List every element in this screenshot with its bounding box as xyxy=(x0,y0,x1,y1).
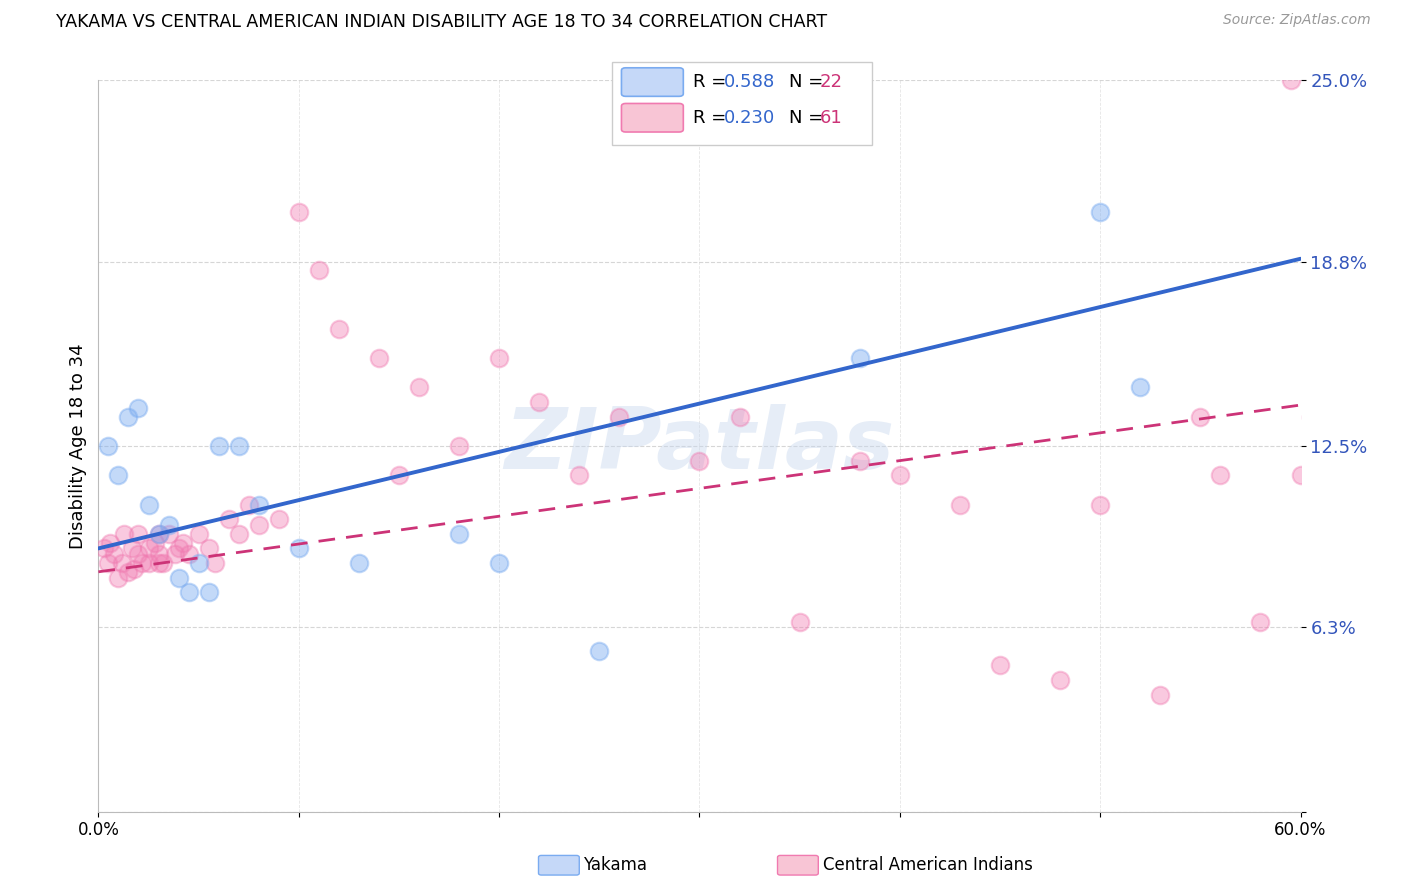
Point xyxy=(238,498,260,512)
Point xyxy=(128,401,150,415)
Point xyxy=(949,498,972,512)
Text: ZIPatlas: ZIPatlas xyxy=(505,404,894,488)
Point xyxy=(138,498,160,512)
Point xyxy=(287,541,309,556)
Point xyxy=(849,351,872,366)
Text: 61: 61 xyxy=(820,109,842,127)
Point xyxy=(1149,688,1171,702)
Point xyxy=(529,395,551,409)
Point xyxy=(988,658,1011,673)
Point xyxy=(1289,468,1312,483)
Text: Source: ZipAtlas.com: Source: ZipAtlas.com xyxy=(1223,13,1371,28)
Text: YAKAMA VS CENTRAL AMERICAN INDIAN DISABILITY AGE 18 TO 34 CORRELATION CHART: YAKAMA VS CENTRAL AMERICAN INDIAN DISABI… xyxy=(56,13,827,31)
Point xyxy=(97,556,120,570)
Point xyxy=(267,512,290,526)
Point xyxy=(107,468,129,483)
Point xyxy=(117,409,139,424)
Text: N =: N = xyxy=(789,73,828,91)
Point xyxy=(107,571,129,585)
Point xyxy=(148,547,170,561)
Point xyxy=(148,526,170,541)
Point xyxy=(103,547,125,561)
Point xyxy=(128,526,150,541)
Point xyxy=(228,439,250,453)
Text: Yakama: Yakama xyxy=(583,856,648,874)
Point xyxy=(100,535,122,549)
Point xyxy=(187,556,209,570)
Point xyxy=(124,562,146,576)
Point xyxy=(197,541,219,556)
Point xyxy=(1299,409,1322,424)
Y-axis label: Disability Age 18 to 34: Disability Age 18 to 34 xyxy=(69,343,87,549)
Point xyxy=(488,556,510,570)
Point xyxy=(849,453,872,467)
Point xyxy=(117,565,139,579)
Point xyxy=(114,526,136,541)
Point xyxy=(163,547,186,561)
Point xyxy=(157,526,180,541)
Point xyxy=(1279,73,1302,87)
Point xyxy=(204,556,226,570)
Point xyxy=(93,541,115,556)
Point xyxy=(1209,468,1232,483)
Point xyxy=(247,518,270,533)
Text: 22: 22 xyxy=(820,73,842,91)
Point xyxy=(568,468,591,483)
Text: Central American Indians: Central American Indians xyxy=(823,856,1032,874)
Point xyxy=(138,556,160,570)
Point xyxy=(447,526,470,541)
Point xyxy=(187,526,209,541)
Text: 0.230: 0.230 xyxy=(724,109,775,127)
Point xyxy=(488,351,510,366)
Point xyxy=(1088,498,1111,512)
Point xyxy=(228,526,250,541)
Point xyxy=(789,615,811,629)
Point xyxy=(143,535,166,549)
Point xyxy=(388,468,411,483)
Point xyxy=(177,547,200,561)
Point xyxy=(447,439,470,453)
Text: 0.588: 0.588 xyxy=(724,73,775,91)
Point xyxy=(167,571,190,585)
Point xyxy=(408,380,430,394)
Point xyxy=(128,547,150,561)
Point xyxy=(148,526,170,541)
Point xyxy=(308,263,330,277)
Point xyxy=(368,351,391,366)
Point xyxy=(328,322,350,336)
Point xyxy=(588,644,610,658)
Point xyxy=(287,205,309,219)
Point xyxy=(1049,673,1071,687)
Point xyxy=(197,585,219,599)
Point xyxy=(152,556,174,570)
Point xyxy=(138,541,160,556)
Point xyxy=(111,556,134,570)
Point xyxy=(157,518,180,533)
Point xyxy=(131,556,153,570)
Text: N =: N = xyxy=(789,109,828,127)
Point xyxy=(148,556,170,570)
Point xyxy=(1330,644,1353,658)
Point xyxy=(167,541,190,556)
Point xyxy=(247,498,270,512)
Point xyxy=(688,453,710,467)
Point xyxy=(889,468,911,483)
Point xyxy=(609,409,631,424)
Point xyxy=(97,439,120,453)
Point xyxy=(728,409,751,424)
Point xyxy=(177,585,200,599)
Point xyxy=(218,512,240,526)
Text: R =: R = xyxy=(693,73,733,91)
Text: R =: R = xyxy=(693,109,733,127)
Point xyxy=(121,541,143,556)
Point xyxy=(347,556,370,570)
Point xyxy=(208,439,231,453)
Point xyxy=(1088,205,1111,219)
Point xyxy=(172,535,194,549)
Point xyxy=(1189,409,1212,424)
Point xyxy=(1129,380,1152,394)
Point xyxy=(1250,615,1272,629)
